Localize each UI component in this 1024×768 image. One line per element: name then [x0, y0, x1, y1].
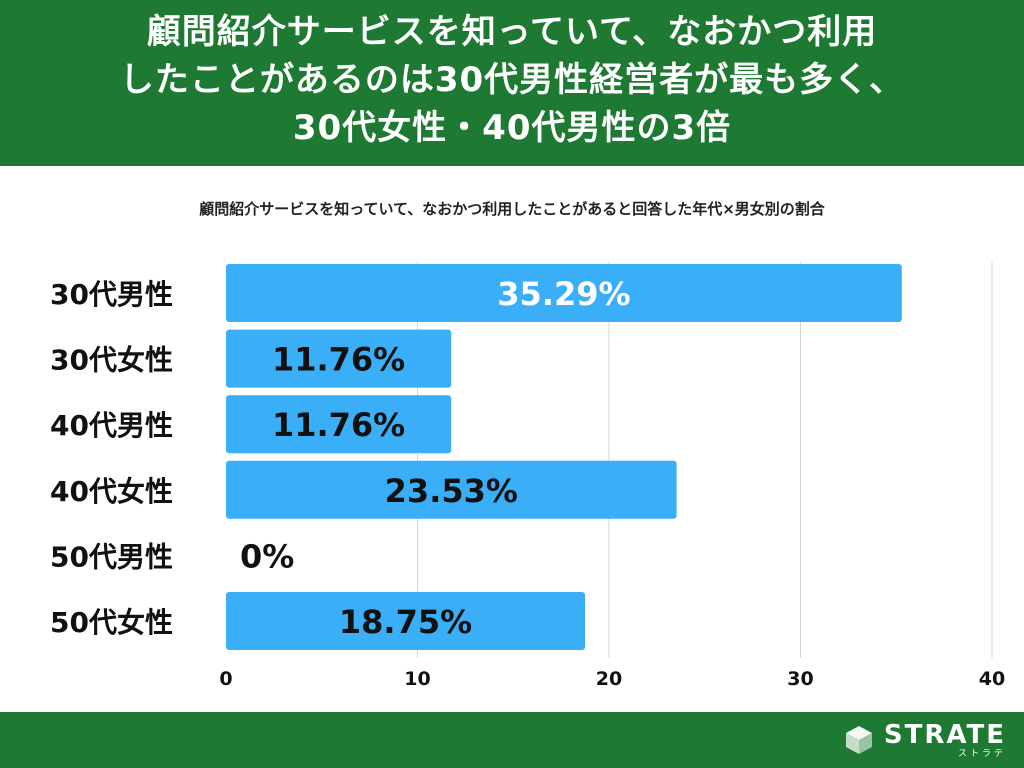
category-label-1: 30代男性	[50, 278, 173, 311]
headline-line-1: 顧問紹介サービスを知っていて、なおかつ利用	[146, 12, 878, 52]
bar-2	[226, 329, 452, 388]
data-label-6: 18.75%	[339, 603, 472, 641]
headline-line-2: したことがあるのは30代男性経営者が最も多く、	[119, 60, 905, 100]
x-tick-label-30: 30	[787, 668, 813, 690]
x-tick-label-20: 20	[596, 668, 622, 690]
data-label-3: 11.76%	[272, 406, 405, 444]
data-label-4: 23.53%	[385, 472, 518, 510]
category-label-4: 40代女性	[50, 475, 173, 508]
bar-6	[226, 592, 586, 650]
x-tick-label-40: 40	[979, 668, 1005, 690]
header-banner: 顧問紹介サービスを知っていて、なおかつ利用 したことがあるのは30代男性経営者が…	[0, 0, 1024, 166]
chart-title: 顧問紹介サービスを知っていて、なおかつ利用したことがあると回答した年代×男女別の…	[199, 200, 825, 218]
bar-1	[226, 264, 902, 322]
category-label-6: 50代女性	[50, 606, 173, 639]
headline-line-3: 30代女性・40代男性の3倍	[292, 108, 732, 148]
strate-logo-icon	[845, 726, 872, 754]
data-label-1: 35.29%	[497, 275, 630, 313]
strate-logo: STRATE ストラテ	[842, 718, 1006, 762]
x-tick-label-0: 0	[219, 668, 232, 690]
x-tick-label-10: 10	[404, 668, 430, 690]
logo-kana: ストラテ	[957, 749, 1006, 759]
data-label-2: 11.76%	[272, 341, 405, 379]
footer-banner: STRATE ストラテ	[0, 712, 1024, 768]
bar-4	[226, 460, 677, 519]
category-label-5: 50代男性	[50, 540, 173, 573]
category-label-3: 40代男性	[50, 409, 173, 442]
bar-3	[226, 395, 452, 454]
data-label-5: 0%	[240, 537, 294, 575]
bar-chart: 0 10 20 30 40 30代男性 35.29% 30代女性 11.76% 40代男性 11.7…	[50, 262, 1005, 690]
logo-wordmark: STRATE	[883, 720, 1006, 750]
category-label-2: 30代女性	[50, 344, 173, 377]
